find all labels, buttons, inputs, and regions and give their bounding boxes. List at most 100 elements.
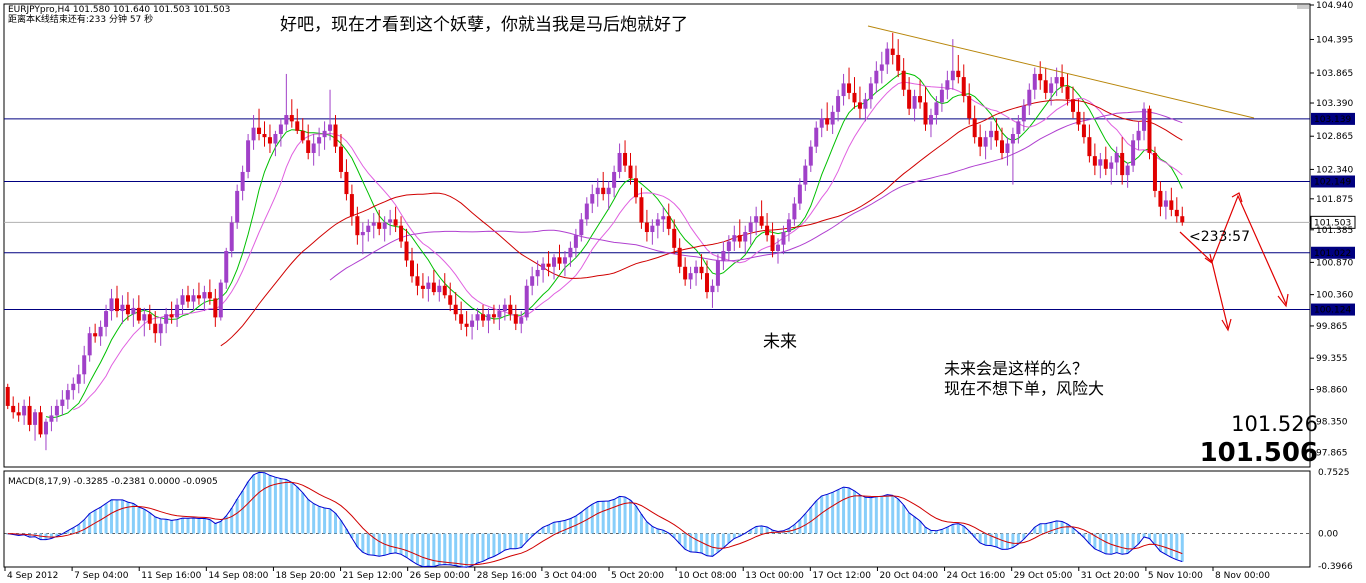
y-tick-label: 103.390 xyxy=(1316,99,1353,109)
macd-histogram-bar xyxy=(869,497,873,534)
candle-body xyxy=(770,235,775,251)
candle-body xyxy=(1010,134,1015,144)
candle-body xyxy=(333,124,338,147)
candle-body xyxy=(956,70,961,78)
candle-body xyxy=(868,83,873,100)
macd-histogram-bar xyxy=(388,533,392,554)
candle-body xyxy=(726,241,731,251)
trendline xyxy=(867,25,1255,119)
candle-body xyxy=(448,295,453,305)
macd-histogram-bar xyxy=(257,472,261,534)
macd-histogram-bar xyxy=(831,492,835,534)
candle-body xyxy=(803,165,808,185)
macd-histogram-bar xyxy=(585,507,589,534)
candle-body xyxy=(164,314,169,324)
macd-histogram-bar xyxy=(1087,533,1091,544)
macd-histogram-bar xyxy=(1147,533,1151,539)
y-tick-label: 98.350 xyxy=(1316,418,1348,428)
candle-body xyxy=(1027,89,1032,106)
macd-histogram-bar xyxy=(344,528,348,534)
candle-body xyxy=(1158,190,1163,207)
candle-body xyxy=(431,282,436,293)
candle-body xyxy=(1049,83,1054,93)
candle-body xyxy=(633,178,638,198)
candle-body xyxy=(552,257,557,267)
macd-histogram-bar xyxy=(1137,533,1141,544)
candle-body xyxy=(907,89,912,109)
macd-histogram-bar xyxy=(372,533,376,556)
macd-histogram-bar xyxy=(323,507,327,534)
macd-histogram-bar xyxy=(852,490,856,534)
candle-body xyxy=(153,323,158,334)
candle-body xyxy=(939,89,944,103)
candle-body xyxy=(224,250,229,283)
macd-histogram-bar xyxy=(175,519,179,534)
macd-histogram-bar xyxy=(334,513,338,534)
macd-histogram-bar xyxy=(328,508,332,534)
level-label-box xyxy=(1311,303,1355,316)
candle-body xyxy=(1092,156,1097,166)
macd-histogram-bar xyxy=(732,533,736,539)
macd-histogram-bar xyxy=(596,501,600,534)
level-label: 100.124 xyxy=(1314,306,1351,316)
ma-magenta xyxy=(73,81,1183,411)
x-tick-label: 17 Oct 12:00 xyxy=(812,571,871,581)
macd-histogram-bar xyxy=(694,533,698,553)
macd-histogram-bar xyxy=(525,533,529,542)
macd-histogram-bar xyxy=(405,533,409,558)
candle-body xyxy=(786,219,791,233)
candle-body xyxy=(486,314,491,321)
macd-tick-label: 0.00 xyxy=(1318,530,1338,540)
y-tick-label: 98.860 xyxy=(1316,385,1348,395)
macd-histogram-bar xyxy=(612,499,616,534)
candle-body xyxy=(879,64,884,71)
candle-body xyxy=(54,405,59,416)
macd-histogram-bar xyxy=(230,508,234,534)
macd-histogram-bar xyxy=(721,533,725,548)
candle-body xyxy=(1169,200,1174,210)
candle-body xyxy=(104,311,109,327)
macd-histogram-bar xyxy=(497,533,501,554)
macd-histogram-bar xyxy=(77,524,81,534)
candle-body xyxy=(497,311,502,318)
macd-histogram-bar xyxy=(771,530,775,534)
chart-header-symbol: EURJPYpro,H4 101.580 101.640 101.503 101… xyxy=(8,5,230,15)
candle-body xyxy=(213,298,218,318)
candle-body xyxy=(999,140,1004,153)
macd-histogram-bar xyxy=(432,533,436,567)
macd-histogram-bar xyxy=(476,533,480,563)
macd-histogram-bar xyxy=(1175,533,1179,560)
candle-body xyxy=(229,222,234,251)
candle-body xyxy=(644,222,649,233)
macd-histogram-bar xyxy=(678,533,682,544)
macd-histogram-bar xyxy=(629,500,633,534)
macd-histogram-bar xyxy=(825,494,829,534)
candle-body xyxy=(437,285,442,293)
candle-body xyxy=(502,304,507,312)
candle-body xyxy=(972,118,977,138)
candle-body xyxy=(852,92,857,103)
candle-body xyxy=(33,412,38,425)
window-scroll-marker[interactable] xyxy=(1297,5,1309,9)
macd-histogram-bar xyxy=(394,533,398,553)
macd-histogram-bar xyxy=(590,504,594,534)
macd-histogram-bar xyxy=(710,533,714,557)
candle-body xyxy=(650,225,655,233)
macd-histogram-bar xyxy=(377,533,381,557)
y-tick-label: 104.395 xyxy=(1316,35,1353,45)
candle-body xyxy=(896,54,901,71)
ma-green xyxy=(45,72,1183,419)
candle-body xyxy=(573,235,578,248)
macd-histogram-bar xyxy=(1093,533,1097,549)
candle-body xyxy=(1136,130,1141,141)
macd-histogram-bar xyxy=(142,509,146,534)
macd-histogram-bar xyxy=(803,513,807,534)
candle-body xyxy=(508,304,513,315)
candle-body xyxy=(841,83,846,97)
level-label-box xyxy=(1311,112,1355,125)
candle-body xyxy=(338,146,343,172)
macd-histogram-bar xyxy=(486,533,490,559)
candle-body xyxy=(1032,73,1037,90)
candle-body xyxy=(349,194,354,217)
